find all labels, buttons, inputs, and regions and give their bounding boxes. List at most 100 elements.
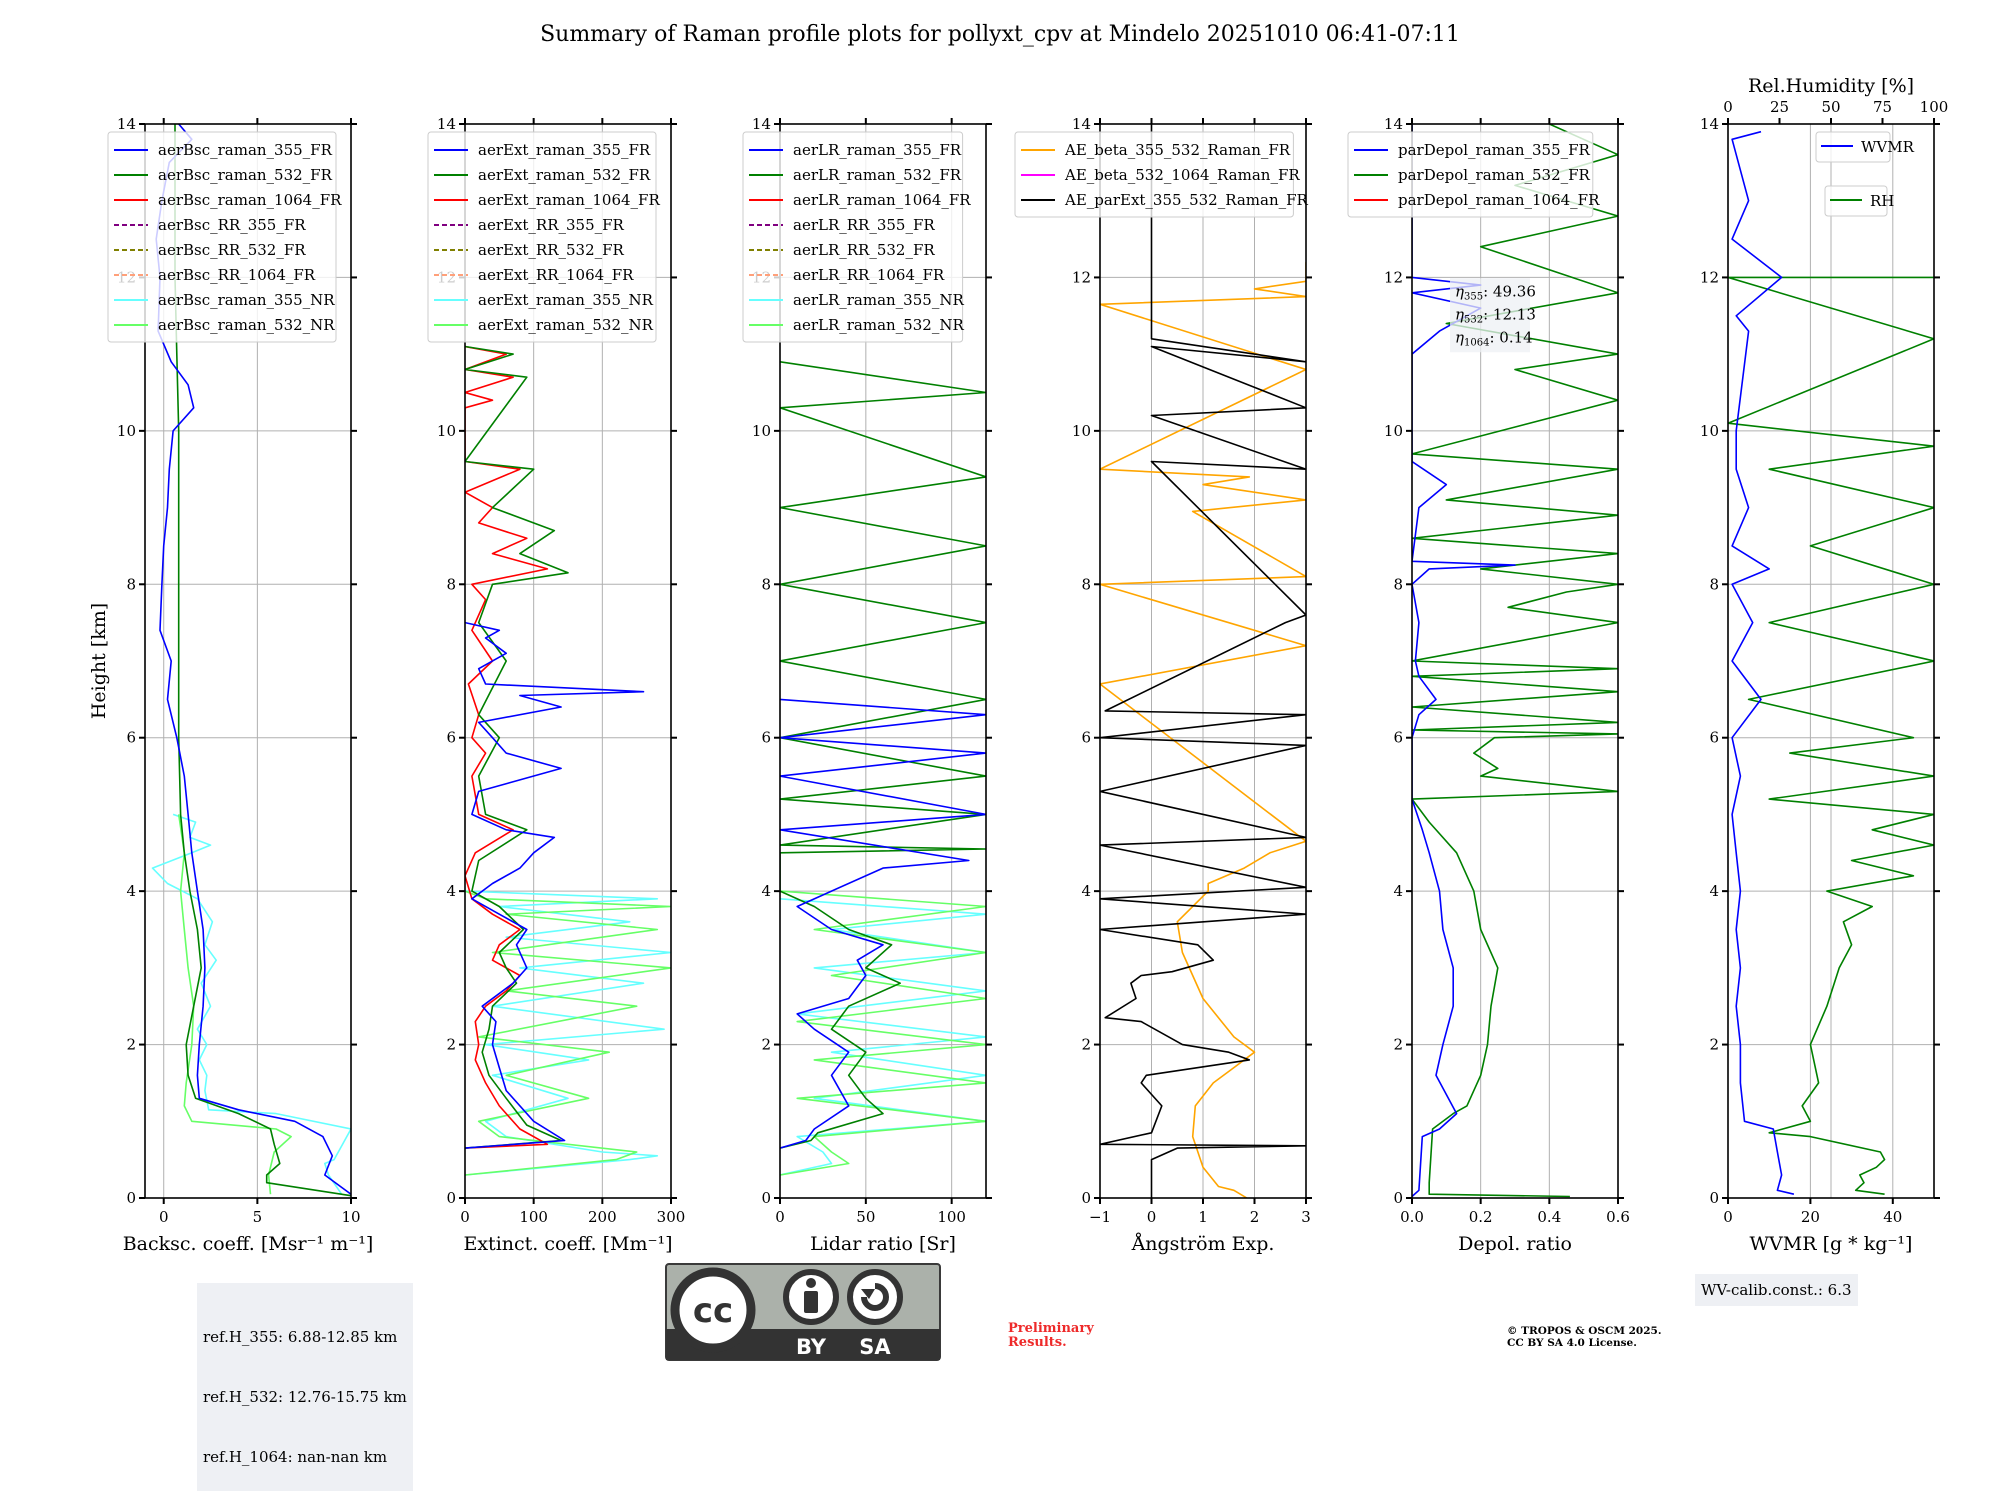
x-axis-label: Extinct. coeff. [Mm⁻¹] [463,1233,672,1255]
legend: AE_beta_355_532_Raman_FR AE_beta_532_1064… [1014,131,1309,218]
y-tick-label: 4 [446,882,456,900]
y-tick-label: 2 [446,1036,456,1054]
legend-entry-aerLR_raman_532_NR: aerLR_raman_532_NR [793,316,964,334]
legend-entry-aerExt_RR_532_FR: aerExt_RR_532_FR [478,241,625,259]
series-aerLR_raman_532_FR [780,361,986,1149]
x-tick-label: 0.6 [1606,1208,1630,1226]
panel-lr: 05010002468101214Lidar ratio [Sr]aerLR_r… [742,115,992,1255]
copyright-line-2: CC BY SA 4.0 License. [1507,1337,1637,1349]
y-tick-label: 12 [1384,268,1403,286]
legend-entry-aerBsc_raman_355_NR: aerBsc_raman_355_NR [158,291,335,309]
top-x-tick-label: 100 [1920,98,1949,116]
legend-entry-aerLR_RR_532_FR: aerLR_RR_532_FR [793,241,935,259]
top-x-tick-label: 0 [1723,98,1733,116]
x-axis-label: Depol. ratio [1458,1233,1572,1255]
y-tick-label: 8 [1709,575,1719,593]
legend-box [742,131,964,343]
x-axis-label: Lidar ratio [Sr] [810,1233,956,1255]
y-axis-label: Height [km] [88,603,110,719]
y-tick-label: 2 [126,1036,136,1054]
series-aerExt_raman_532_FR [465,345,569,1149]
legend-entry-aerLR_raman_1064_FR: aerLR_raman_1064_FR [793,191,971,209]
series-parDepol_raman_355_FR [1412,124,1516,1198]
preliminary-note: Preliminary Results. [1008,1322,1094,1350]
x-tick-label: 5 [253,1208,263,1226]
y-tick-label: 0 [761,1189,771,1207]
reference-height-box: ref.H_355: 6.88-12.85 km ref.H_532: 12.7… [197,1283,413,1491]
top-x-axis-label: Rel.Humidity [%] [1748,75,1914,97]
series-AE_beta_355_532_Raman_FR [1100,262,1306,1198]
y-tick-label: 6 [1709,729,1719,747]
wv-calib-box: WV-calib.const.: 6.3 [1695,1274,1858,1306]
y-tick-label: 8 [1081,575,1091,593]
legend-entry-AE_beta_532_1064_Raman_FR: AE_beta_532_1064_Raman_FR [1064,166,1300,184]
refh-532: ref.H_532: 12.76-15.75 km [203,1388,407,1406]
legend-entry-aerBsc_raman_532_NR: aerBsc_raman_532_NR [158,316,335,334]
legend-entry-aerExt_raman_532_NR: aerExt_raman_532_NR [478,316,654,334]
x-tick-label: 10 [341,1208,360,1226]
legend-entry-aerExt_raman_532_FR: aerExt_raman_532_FR [478,166,651,184]
y-tick-label: 4 [761,882,771,900]
x-tick-label: 0 [1723,1208,1733,1226]
x-tick-label: 0 [1147,1208,1157,1226]
series-aerBsc_raman_532_FR [174,124,351,1197]
x-tick-label: 40 [1883,1208,1902,1226]
y-tick-label: 0 [1709,1189,1719,1207]
y-tick-label: 10 [1700,422,1719,440]
legend-box [1014,131,1294,218]
series-group [780,361,986,1176]
axes-frame [144,123,352,1199]
axes-frame [1411,123,1619,1199]
legend-entry-aerLR_raman_355_FR: aerLR_raman_355_FR [793,141,962,159]
y-tick-label: 4 [1709,882,1719,900]
legend-entry-aerLR_raman_355_NR: aerLR_raman_355_NR [793,291,964,309]
y-tick-label: 6 [126,729,136,747]
legend-entry-parDepol_raman_532_FR: parDepol_raman_532_FR [1398,166,1591,184]
y-tick-label: 14 [117,115,136,133]
cc-text: cc [693,1291,733,1331]
series-aerLR_raman_355_NR [780,898,986,1176]
eta-annotation-532: η532: 12.13 [1455,305,1536,325]
x-tick-label: −1 [1089,1208,1111,1226]
legend-entry-aerBsc_RR_355_FR: aerBsc_RR_355_FR [158,216,306,234]
series-group [1728,130,1934,1195]
x-tick-label: 50 [856,1208,875,1226]
series-group [1412,124,1618,1198]
legend: aerLR_raman_355_FR aerLR_raman_532_FR aerL… [742,131,971,343]
legend-entry-aerExt_raman_1064_FR: aerExt_raman_1064_FR [478,191,660,209]
profile-plots: 051002468101214Backsc. coeff. [Msr⁻¹ m⁻¹… [88,75,1948,1255]
top-x-tick-label: 25 [1770,98,1789,116]
legend-entry-aerBsc_raman_355_FR: aerBsc_raman_355_FR [158,141,333,159]
y-tick-label: 0 [126,1189,136,1207]
x-tick-label: 100 [937,1208,966,1226]
copyright-line-1: © TROPOS & OSCM 2025. [1507,1325,1662,1337]
legend-entry-aerExt_raman_355_NR: aerExt_raman_355_NR [478,291,654,309]
panel-ext: 010020030002468101214Extinct. coeff. [Mm… [427,115,686,1255]
y-tick-label: 0 [446,1189,456,1207]
y-tick-label: 6 [1081,729,1091,747]
x-tick-label: 0 [775,1208,785,1226]
preliminary-line-2: Results. [1008,1335,1067,1350]
x-tick-label: 300 [657,1208,686,1226]
legend-entry-aerExt_raman_355_FR: aerExt_raman_355_FR [478,141,651,159]
y-tick-label: 14 [1384,115,1403,133]
y-tick-label: 8 [761,575,771,593]
axes-frame [464,123,672,1199]
legend: parDepol_raman_355_FR parDepol_raman_532_… [1347,131,1600,218]
legend: aerExt_raman_355_FR aerExt_raman_532_FRae… [427,131,660,343]
series-parDepol_raman_532_FR [1412,124,1618,1198]
legend-entry-aerBsc_raman_1064_FR: aerBsc_raman_1064_FR [158,191,342,209]
y-tick-label: 6 [446,729,456,747]
y-tick-label: 12 [1072,268,1091,286]
legend-box [1347,131,1594,218]
y-tick-label: 10 [117,422,136,440]
x-axis-label: Ångström Exp. [1131,1233,1275,1255]
axes-frame [779,123,987,1199]
y-tick-label: 2 [1393,1036,1403,1054]
legend-entry-AE_parExt_355_532_Raman_FR: AE_parExt_355_532_Raman_FR [1064,191,1309,209]
x-tick-label: 200 [588,1208,617,1226]
y-tick-label: 8 [446,575,456,593]
panel-wv: 0 20 40 0 2 4 6 8 10 12 14 WVMR [g * kg⁻¹] 0 25 50 75 10… [1700,75,1948,1255]
cc-logo-icon [670,1267,756,1353]
